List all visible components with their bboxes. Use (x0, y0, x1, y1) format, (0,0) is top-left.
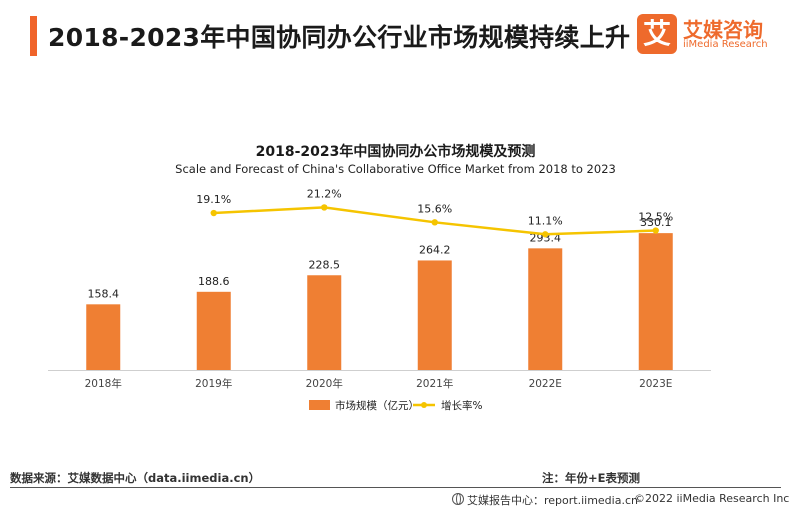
x-tick-label-0: 2018年 (85, 377, 122, 390)
x-tick-label-4: 2022E (529, 378, 562, 390)
growth-point-1 (210, 209, 217, 217)
legend-swatch-dot (421, 402, 427, 408)
growth-point-3 (431, 219, 438, 226)
bar-1 (196, 291, 231, 370)
data-source: 数据来源：艾媒数据中心（data.iimedia.cn） (10, 471, 261, 485)
growth-point-2 (321, 204, 328, 211)
title-accent-bar (30, 16, 37, 56)
growth-label-3: 15.6% (417, 202, 452, 215)
report-center: 艾媒报告中心：report.iimedia.cn (452, 492, 638, 508)
bar-5 (638, 233, 673, 370)
legend-label-line: 增长率% (441, 399, 482, 412)
chart-subtitle: Scale and Forecast of China's Collaborat… (175, 162, 616, 176)
x-tick-label-5: 2023E (639, 378, 672, 390)
logo-text-en: iiMedia Research (683, 39, 768, 50)
x-tick-label-1: 2019年 (195, 377, 232, 390)
forecast-note: 注：年份+E表预测 (542, 471, 640, 485)
growth-label-5: 12.5% (638, 211, 673, 224)
bar-3 (417, 260, 452, 370)
logo-text-cn: 艾媒咨询 (683, 18, 763, 42)
growth-point-5 (652, 227, 659, 234)
chart-title: 2018-2023年中国协同办公市场规模及预测 (255, 144, 536, 160)
logo-icon: 艾 (637, 14, 677, 54)
bar-label-2: 228.5 (309, 258, 341, 271)
bar-0 (86, 304, 121, 370)
growth-label-4: 11.1% (528, 214, 563, 227)
x-tick-label-2: 2020年 (306, 377, 343, 390)
growth-label-2: 21.2% (307, 187, 342, 200)
brand-logo: 艾 艾媒咨询 iiMedia Research (637, 14, 777, 58)
footer-divider (10, 487, 781, 488)
report-center-text: 艾媒报告中心：report.iimedia.cn (467, 494, 638, 507)
legend-swatch-bar (309, 400, 330, 410)
x-tick-label-3: 2021年 (416, 377, 453, 390)
globe-icon (452, 493, 464, 505)
bar-label-1: 188.6 (198, 275, 230, 288)
page-title: 2018-2023年中国协同办公行业市场规模持续上升 (48, 23, 631, 52)
legend-label-bar: 市场规模（亿元） (335, 399, 419, 412)
growth-label-1: 19.1% (196, 193, 231, 206)
bar-4 (528, 248, 563, 370)
bar-label-5: 330.1 (640, 216, 672, 229)
growth-point-4 (542, 231, 549, 238)
copyright: ©2022 iiMedia Research Inc (634, 492, 790, 505)
bar-label-0: 158.4 (88, 287, 120, 300)
bar-2 (307, 275, 342, 370)
bar-label-3: 264.2 (419, 243, 451, 256)
